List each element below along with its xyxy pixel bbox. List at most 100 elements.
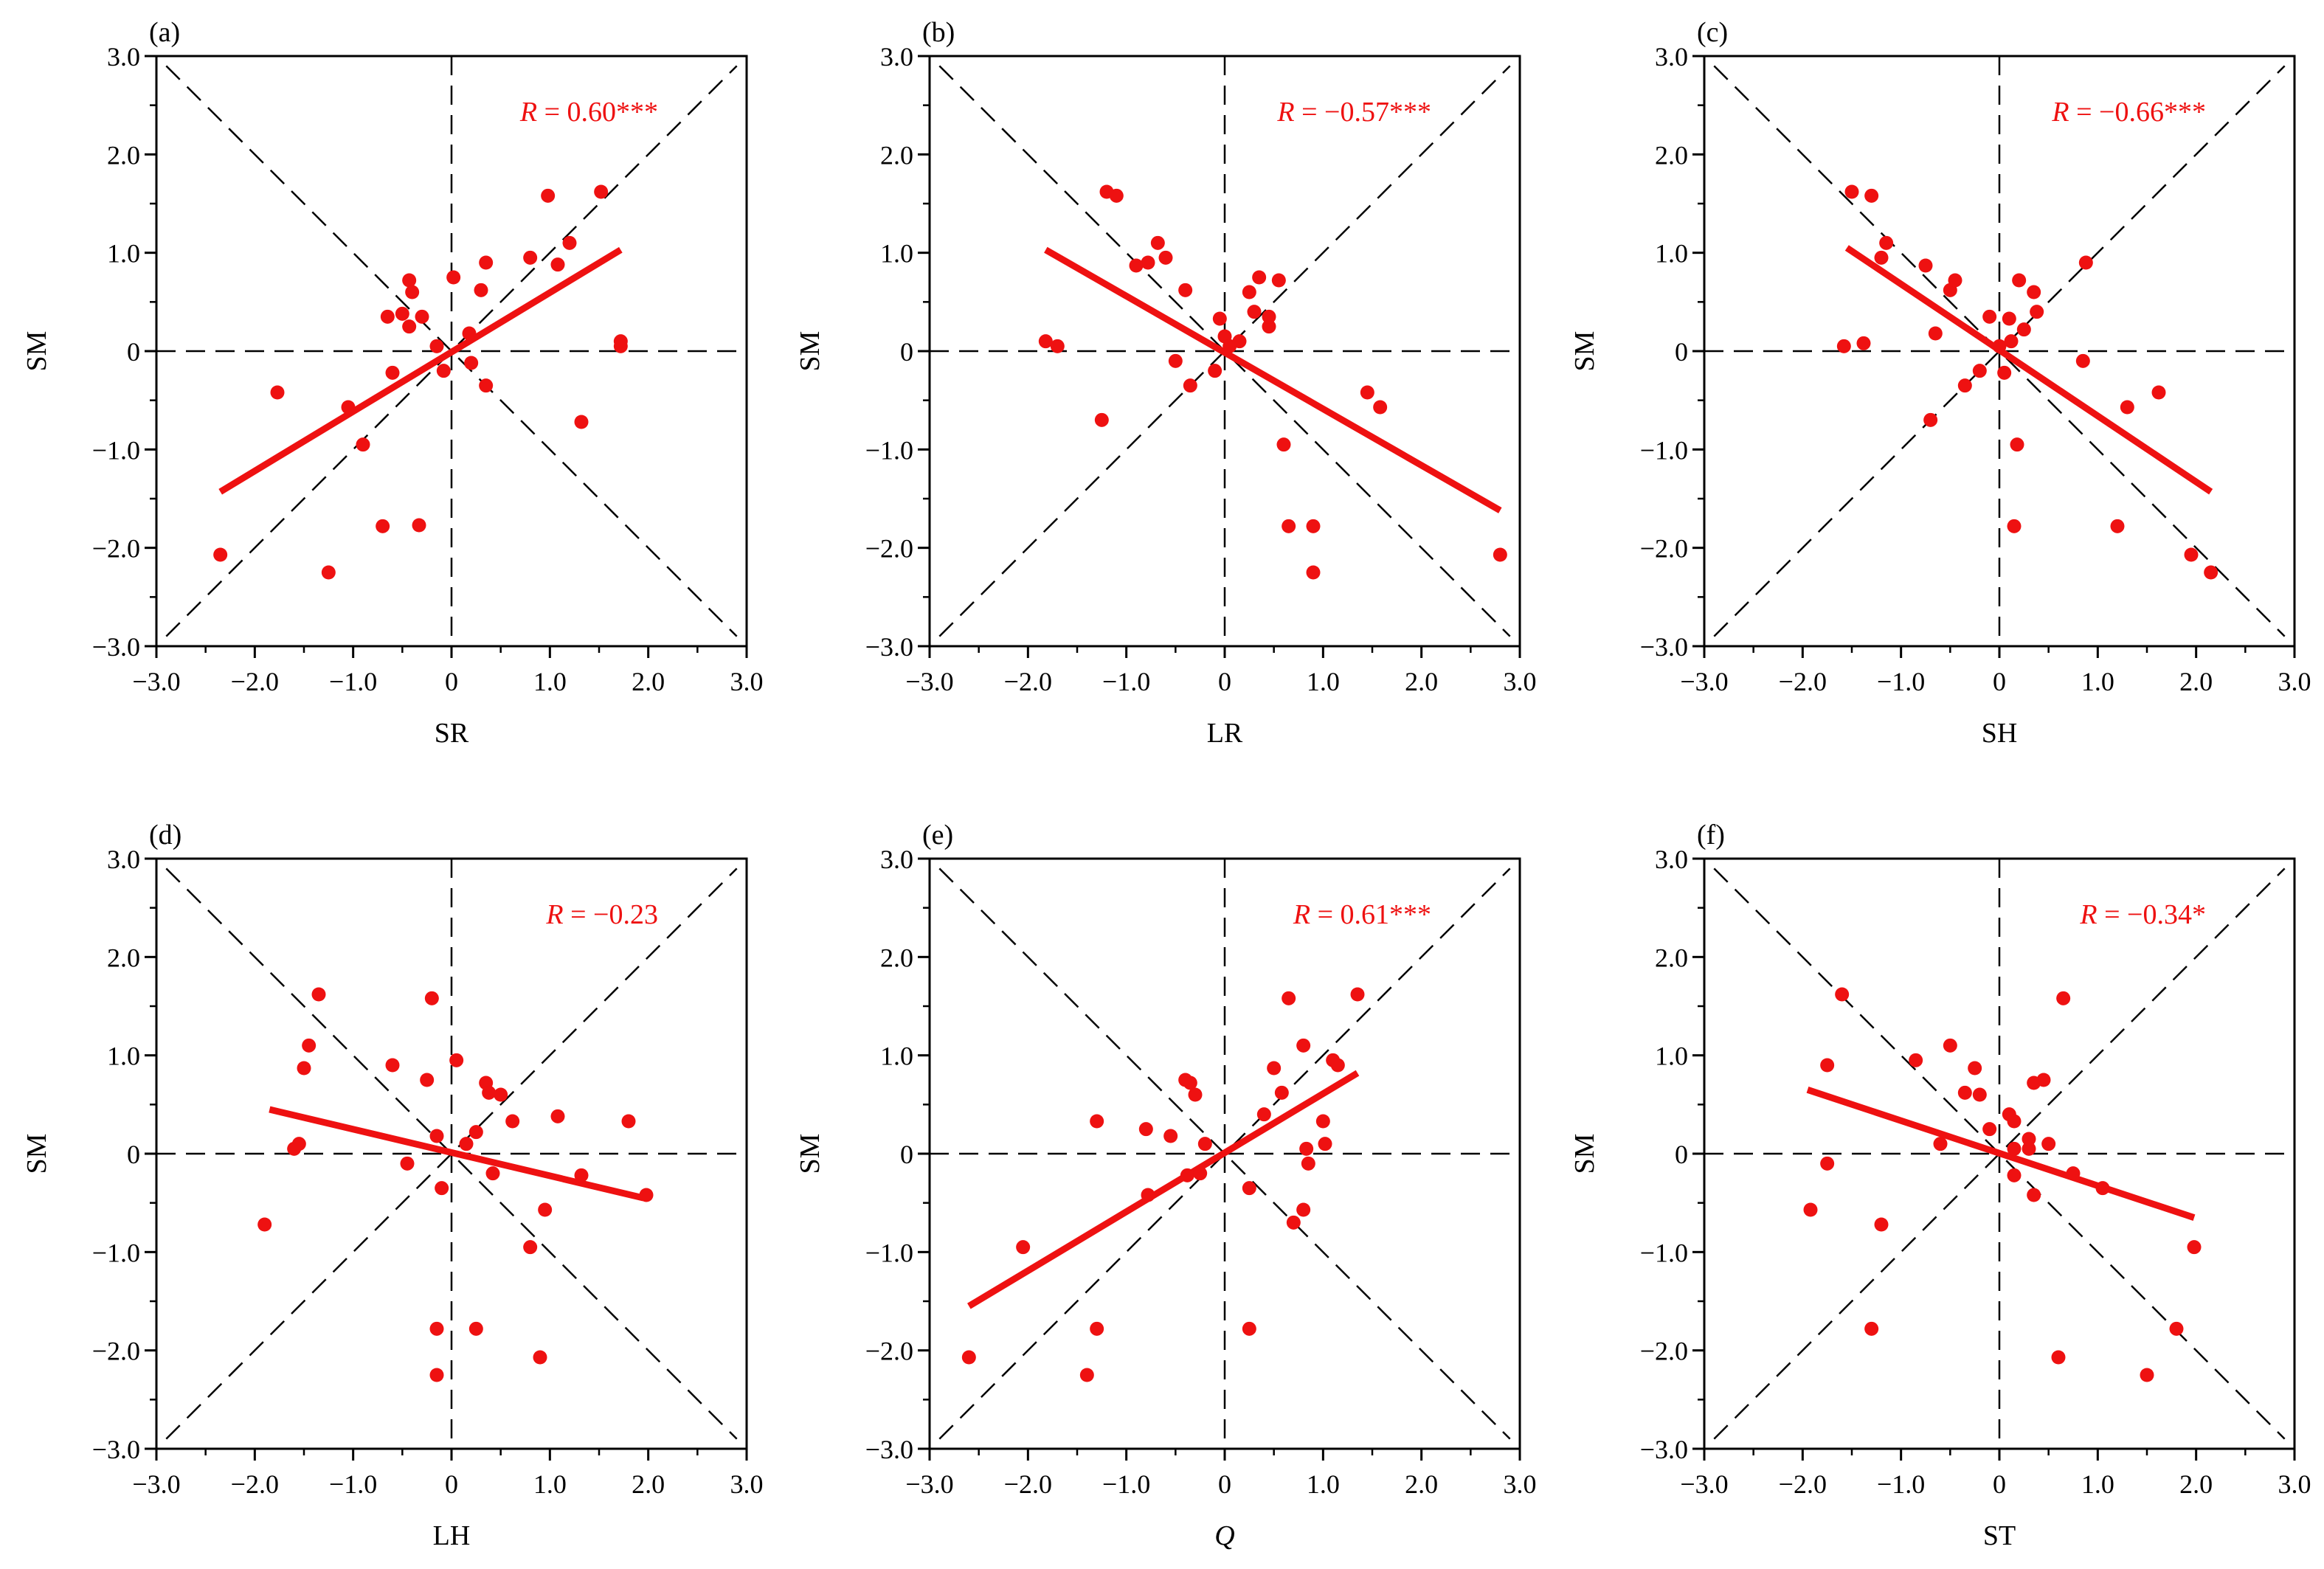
data-point	[1820, 1058, 1835, 1073]
x-tick-label: −1.0	[1102, 667, 1150, 696]
data-point	[1212, 311, 1227, 326]
data-point	[2066, 1166, 2081, 1181]
data-point	[1909, 1053, 1923, 1067]
data-point	[1879, 235, 1894, 250]
x-axis-label: LH	[433, 1520, 471, 1551]
data-point	[1109, 188, 1124, 203]
data-point	[1038, 334, 1053, 349]
y-tick-label: 1.0	[107, 239, 140, 269]
data-point	[1138, 1122, 1153, 1137]
data-point	[2022, 1141, 2036, 1156]
y-tick-label: −1.0	[865, 1238, 913, 1267]
x-tick-label: −1.0	[329, 667, 377, 696]
data-point	[1183, 1076, 1197, 1090]
data-point	[2187, 1240, 2202, 1255]
y-tick-label: −3.0	[865, 632, 913, 662]
data-point	[1493, 547, 1507, 562]
data-point	[2007, 519, 2022, 533]
x-tick-label: 3.0	[2278, 667, 2311, 696]
data-point	[1094, 412, 1109, 427]
data-point	[1242, 1181, 1256, 1196]
y-tick-label: 2.0	[880, 140, 913, 170]
data-point	[1282, 991, 1296, 1005]
panel-a: −3.0 −3.0 −2.0 −2.0 −1.0 −1.0 0 0 1.0 1.0 2.0 2.0 3.…	[21, 17, 764, 749]
y-tick-label: 3.0	[107, 845, 140, 874]
y-axis-label: SM	[1569, 331, 1600, 372]
data-point	[1874, 1217, 1889, 1232]
data-point	[1928, 326, 1943, 341]
data-point	[482, 1085, 497, 1100]
x-tick-label: 1.0	[1307, 1469, 1340, 1499]
data-point	[468, 1125, 483, 1140]
data-point	[961, 1350, 976, 1365]
data-point	[429, 1129, 444, 1143]
panel-label: (f)	[1697, 820, 1725, 851]
x-tick-label: −3.0	[1680, 1469, 1728, 1499]
data-point	[538, 1202, 553, 1217]
y-tick-label: 2.0	[1655, 943, 1688, 972]
panel-b: −3.0 −3.0 −2.0 −2.0 −1.0 −1.0 0 0 1.0 1.0 2.0 2.0 3.…	[795, 17, 1537, 749]
panel-c: −3.0 −3.0 −2.0 −2.0 −1.0 −1.0 0 0 1.0 1.0 2.0 2.0 3.…	[1569, 17, 2311, 749]
data-point	[1318, 1137, 1332, 1151]
data-point	[2110, 519, 2125, 533]
y-axis-label: SM	[1569, 1134, 1600, 1174]
data-point	[2007, 1168, 2022, 1182]
y-tick-label: 3.0	[107, 42, 140, 72]
data-point	[257, 1217, 272, 1232]
y-tick-label: 3.0	[880, 845, 913, 874]
data-point	[1856, 336, 1871, 350]
x-tick-label: −1.0	[1877, 667, 1925, 696]
data-point	[1864, 188, 1879, 203]
data-point	[1918, 258, 1933, 273]
y-tick-label: 2.0	[107, 943, 140, 972]
regression-line	[1044, 246, 1502, 513]
data-point	[2151, 385, 2166, 400]
data-point	[2012, 273, 2027, 288]
data-point	[2010, 437, 2024, 452]
data-point	[505, 1114, 520, 1129]
data-point	[270, 385, 285, 400]
data-point	[1296, 1038, 1311, 1053]
data-point	[2140, 1368, 2154, 1382]
y-tick-label: 0	[900, 1140, 913, 1169]
data-point	[2027, 1188, 2041, 1202]
data-point	[429, 1321, 444, 1336]
panel-f: −3.0 −3.0 −2.0 −2.0 −1.0 −1.0 0 0 1.0 1.0 2.0 2.0 3.…	[1569, 820, 2311, 1551]
data-point	[1208, 364, 1222, 378]
data-point	[291, 1137, 306, 1151]
data-point	[1247, 305, 1262, 319]
data-point	[1874, 250, 1889, 265]
x-tick-label: −2.0	[1779, 667, 1827, 696]
data-point	[1820, 1156, 1835, 1171]
data-point	[1242, 1321, 1256, 1336]
data-point	[2041, 1137, 2056, 1151]
data-point	[1252, 270, 1267, 285]
data-point	[459, 1137, 474, 1151]
data-point	[1090, 1321, 1104, 1336]
data-point	[2075, 353, 2090, 368]
data-point	[341, 400, 356, 415]
y-axis-label: SM	[21, 331, 52, 372]
data-point	[424, 991, 439, 1005]
data-point	[462, 326, 477, 341]
y-tick-label: 3.0	[1655, 42, 1688, 72]
data-point	[1276, 437, 1291, 452]
data-point	[2030, 305, 2044, 319]
x-tick-label: −1.0	[1877, 1469, 1925, 1499]
data-point	[594, 184, 609, 199]
data-point	[1360, 385, 1374, 400]
y-tick-label: −2.0	[1640, 534, 1688, 564]
data-point	[1016, 1240, 1031, 1255]
x-tick-label: 2.0	[2179, 667, 2213, 696]
y-tick-label: −3.0	[1640, 1435, 1688, 1464]
data-point	[1050, 339, 1065, 353]
x-tick-label: 2.0	[1405, 1469, 1438, 1499]
data-point	[385, 365, 400, 380]
data-point	[385, 1058, 400, 1073]
y-axis-label: SM	[795, 331, 826, 372]
data-point	[429, 1368, 444, 1382]
x-tick-label: 3.0	[730, 1469, 764, 1499]
data-point	[1957, 1085, 1972, 1100]
y-tick-label: −3.0	[1640, 632, 1688, 662]
y-tick-label: −1.0	[1640, 1238, 1688, 1267]
